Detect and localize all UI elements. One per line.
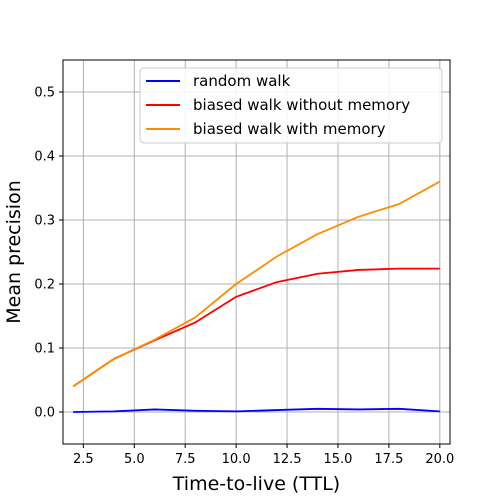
x-tick-label: 2.5 bbox=[73, 452, 94, 467]
x-axis-title: Time-to-live (TTL) bbox=[172, 473, 340, 495]
y-tick-label: 0.1 bbox=[34, 342, 55, 357]
series-line-random-walk bbox=[73, 407, 440, 413]
x-tick-label: 7.5 bbox=[175, 452, 196, 467]
x-tick-label: 15.0 bbox=[323, 452, 352, 467]
legend-box bbox=[139, 67, 443, 144]
y-tick-label: 0.2 bbox=[34, 278, 55, 293]
x-tick-label: 20.0 bbox=[425, 452, 454, 467]
x-tick-label: 17.5 bbox=[374, 452, 403, 467]
y-axis-title: Mean precision bbox=[3, 180, 25, 324]
y-tick-label: 0.5 bbox=[34, 86, 55, 101]
legend-label-random-walk: random walk bbox=[193, 72, 291, 90]
plot-frame bbox=[62, 59, 451, 445]
y-tick-label: 0.3 bbox=[34, 214, 55, 229]
x-tick-label: 12.5 bbox=[273, 452, 302, 467]
x-tick-label: 5.0 bbox=[124, 452, 145, 467]
y-tick-label: 0.4 bbox=[34, 150, 55, 165]
series-line-biased-walk-without-memory bbox=[72, 267, 440, 388]
legend-label-biased-walk-without-memory: biased walk without memory bbox=[193, 96, 410, 114]
legend-label-biased-walk-with-memory: biased walk with memory bbox=[193, 120, 386, 138]
series-line-biased-walk-with-memory bbox=[72, 180, 441, 388]
legend: random walk biased walk without memory bia… bbox=[139, 67, 443, 144]
x-tick-label: 10.0 bbox=[222, 452, 251, 467]
series-layer bbox=[72, 180, 441, 413]
y-tick-label: 0.0 bbox=[34, 406, 55, 421]
tick-layer: 2.5 5.0 7.5 10.0 12.5 15.0 17.5 20.0 0.0 0.1 0.2 0.… bbox=[34, 86, 454, 468]
